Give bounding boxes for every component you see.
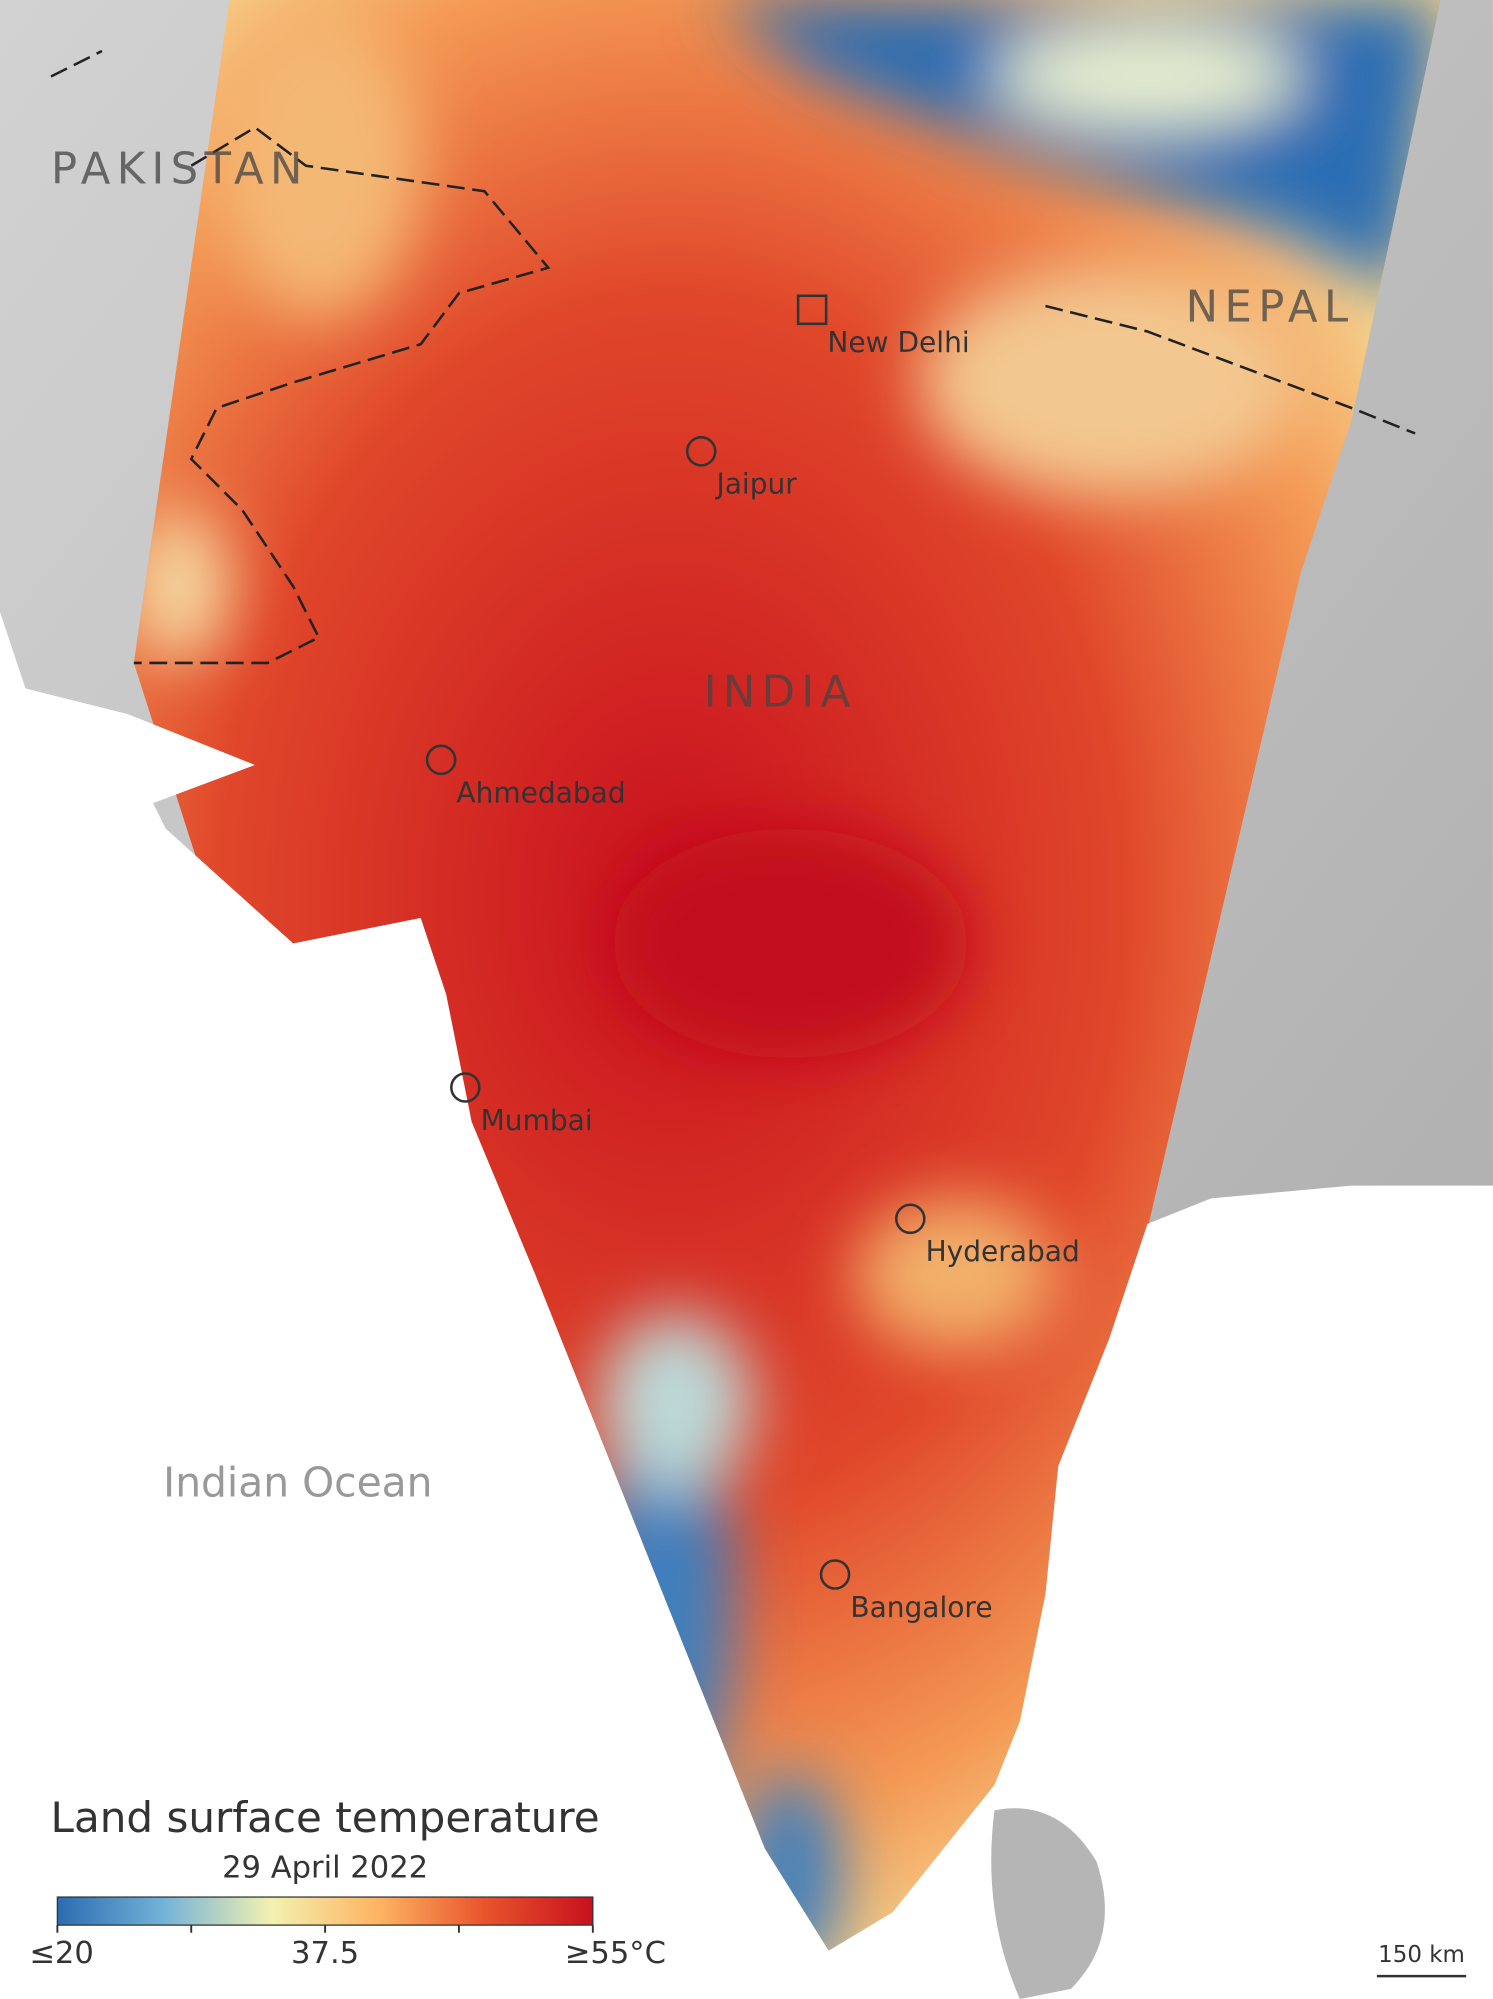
city-marker [685, 436, 717, 467]
colorbar-tick-label: ≤20 [29, 1936, 94, 1971]
colorbar-tick-label: 37.5 [291, 1936, 359, 1971]
city-marker [819, 1559, 851, 1590]
city-marker [450, 1072, 481, 1103]
city-label: Bangalore [850, 1591, 992, 1624]
legend-title: Land surface temperature [51, 1793, 600, 1842]
colorbar-tick-label: ≥55°C [565, 1936, 666, 1971]
city-label: New Delhi [827, 326, 969, 359]
country-label: PAKISTAN [51, 145, 309, 195]
labels: PAKISTAN NEPAL INDIA New Delhi Jaipur Ahmedab… [29, 145, 1467, 1978]
city-marker [796, 294, 828, 326]
city-label: Ahmedabad [456, 776, 625, 809]
city-marker [425, 744, 457, 776]
city-label: Jaipur [714, 468, 797, 501]
city-label: Mumbai [481, 1104, 593, 1137]
city-label: Hyderabad [926, 1235, 1080, 1268]
border [50, 49, 551, 665]
country-label: NEPAL [1186, 282, 1355, 332]
border [1045, 304, 1416, 435]
city-marker [894, 1203, 926, 1235]
colorbar [56, 1896, 594, 1926]
legend-date: 29 April 2022 [222, 1851, 428, 1886]
ocean-label: Indian Ocean [163, 1458, 432, 1506]
sri-lanka [991, 1808, 1105, 1999]
scale-bar-label: 150 km [1378, 1942, 1465, 1968]
country-label: INDIA [704, 667, 857, 717]
